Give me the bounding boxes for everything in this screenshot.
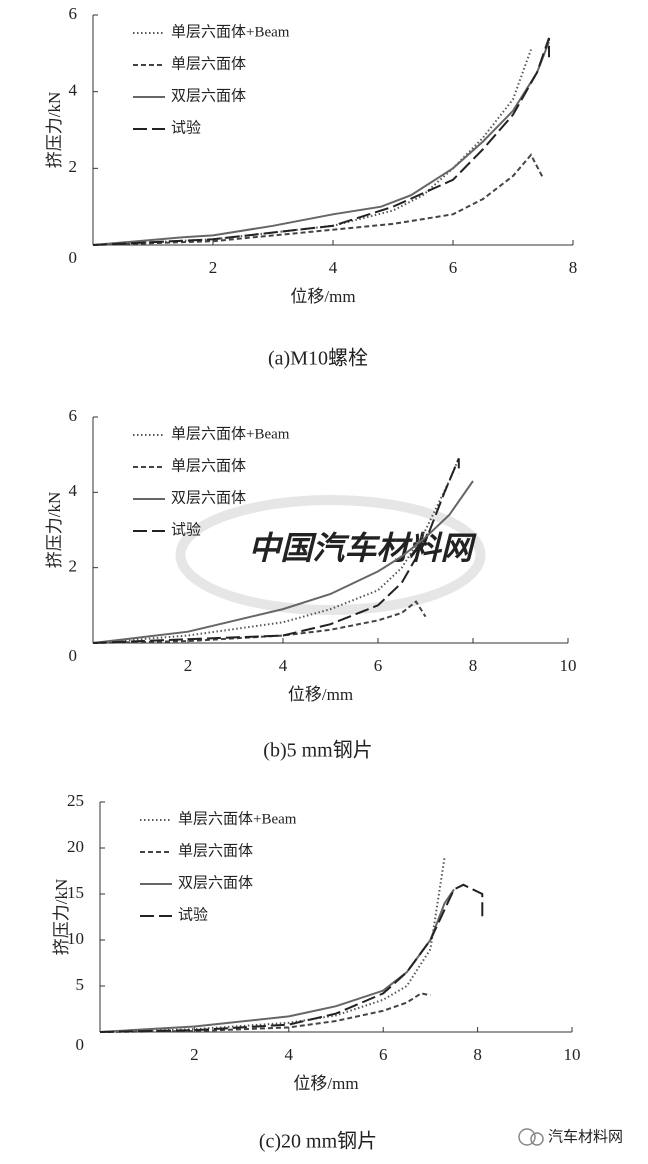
legend-label: 单层六面体+Beam <box>171 425 290 442</box>
chart-title: (b)5 mm钢片 <box>263 739 372 762</box>
y-tick-label: 6 <box>69 4 78 23</box>
y-tick-label: 4 <box>69 481 78 500</box>
watermark-corner: 汽车材料网 <box>518 1128 623 1146</box>
series-line <box>99 883 484 1033</box>
x-tick-label: 10 <box>564 1045 581 1064</box>
series-line <box>92 41 550 246</box>
chart-title: (a)M10螺栓 <box>268 347 368 370</box>
x-tick-label: 6 <box>449 258 458 277</box>
y-axis-label: 挤压力/kN <box>45 92 64 169</box>
series-line <box>99 888 455 1033</box>
x-tick-label: 8 <box>569 258 578 277</box>
y-tick-label: 4 <box>69 81 78 100</box>
x-tick-label: 6 <box>374 656 383 675</box>
x-axis-label: 位移/mm <box>293 1074 358 1093</box>
y-tick-label: 2 <box>69 557 78 576</box>
y-axis-label: 挤压力/kN <box>52 879 71 956</box>
chart: 0 5 10 15 20 25 2 4 6 8 10 位移/mm 挤压力/kN (c)20 mm钢片 单层六… <box>52 791 581 1153</box>
legend-label: 单层六面体 <box>178 842 253 859</box>
x-axis-label: 位移/mm <box>288 685 353 704</box>
y-tick-label: 15 <box>67 883 84 902</box>
chart: 中国汽车材料网 0 2 4 6 2 4 6 8 10 位移/mm 挤压力/kN (b)5 mm钢片 单层六… <box>45 406 577 762</box>
y-tick-label: 10 <box>67 929 84 948</box>
y-tick-label: 6 <box>69 406 78 425</box>
y-tick-label: 0 <box>76 1035 85 1054</box>
legend-label: 单层六面体 <box>171 457 246 474</box>
legend-label: 双层六面体 <box>178 874 253 891</box>
y-tick-label: 2 <box>69 157 78 176</box>
series-line <box>92 37 550 246</box>
series-line <box>92 458 460 644</box>
x-tick-label: 4 <box>329 258 338 277</box>
series-line <box>92 458 460 644</box>
watermark-text: 汽车材料网 <box>548 1128 623 1146</box>
x-tick-label: 10 <box>560 656 577 675</box>
series-line <box>92 153 544 246</box>
legend-label: 试验 <box>171 119 201 136</box>
legend-label: 双层六面体 <box>171 489 246 506</box>
x-tick-label: 2 <box>190 1045 199 1064</box>
y-tick-label: 20 <box>67 837 84 856</box>
watermark-text: 中国汽车材料网 <box>248 529 477 567</box>
legend-label: 试验 <box>178 906 208 923</box>
series-line <box>92 49 532 246</box>
legend-label: 试验 <box>171 521 201 538</box>
x-tick-label: 6 <box>379 1045 388 1064</box>
legend-label: 单层六面体 <box>171 55 246 72</box>
series-line <box>99 992 431 1033</box>
series-line <box>92 480 474 644</box>
legend-label: 双层六面体 <box>171 87 246 104</box>
legend-label: 单层六面体+Beam <box>178 810 297 827</box>
x-tick-label: 8 <box>469 656 478 675</box>
chart: 0 2 4 6 2 4 6 8 位移/mm 挤压力/kN (a)M10螺栓 单层六面体+Beam 单层六… <box>45 4 577 370</box>
watermark-icon <box>518 1128 536 1146</box>
x-tick-label: 2 <box>184 656 193 675</box>
y-tick-label: 0 <box>69 646 78 665</box>
y-axis-label: 挤压力/kN <box>45 492 64 569</box>
legend-label: 单层六面体+Beam <box>171 23 290 40</box>
chart-title: (c)20 mm钢片 <box>259 1130 377 1153</box>
watermark-icon <box>530 1132 544 1146</box>
y-tick-label: 25 <box>67 791 84 810</box>
y-tick-label: 0 <box>69 248 78 267</box>
x-tick-label: 4 <box>279 656 288 675</box>
x-axis-label: 位移/mm <box>290 287 355 306</box>
x-tick-label: 2 <box>209 258 218 277</box>
x-tick-label: 8 <box>473 1045 482 1064</box>
y-tick-label: 5 <box>76 975 85 994</box>
x-tick-label: 4 <box>285 1045 294 1064</box>
